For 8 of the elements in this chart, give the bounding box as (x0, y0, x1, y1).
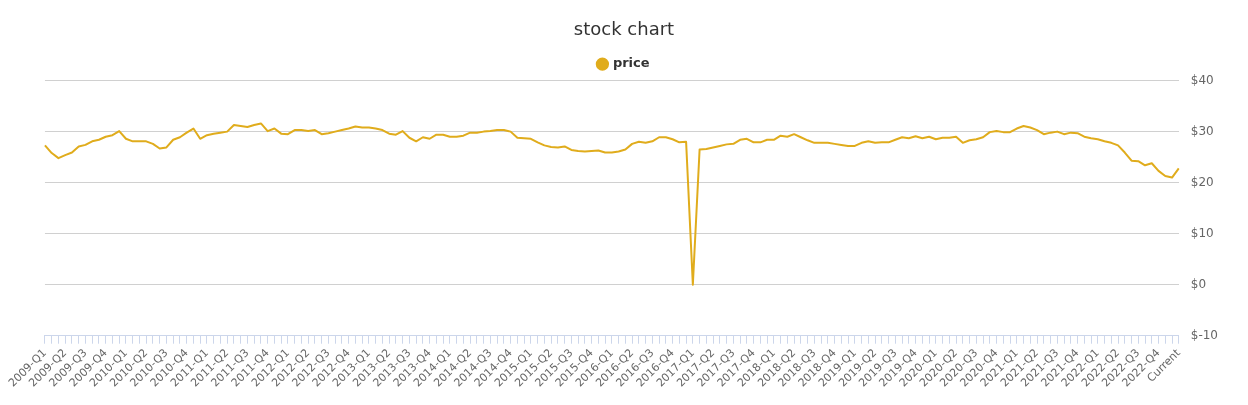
legend-label: price (612, 55, 650, 71)
y-tick-label: $-10 (1190, 327, 1218, 342)
y-tick-label: $0 (1190, 276, 1207, 291)
chart-title: stock chart (573, 18, 675, 40)
y-tick-label: $30 (1190, 123, 1214, 138)
y-tick-label: $10 (1190, 225, 1214, 240)
y-tick-label: $20 (1190, 174, 1214, 189)
y-tick-label: $40 (1190, 72, 1214, 87)
